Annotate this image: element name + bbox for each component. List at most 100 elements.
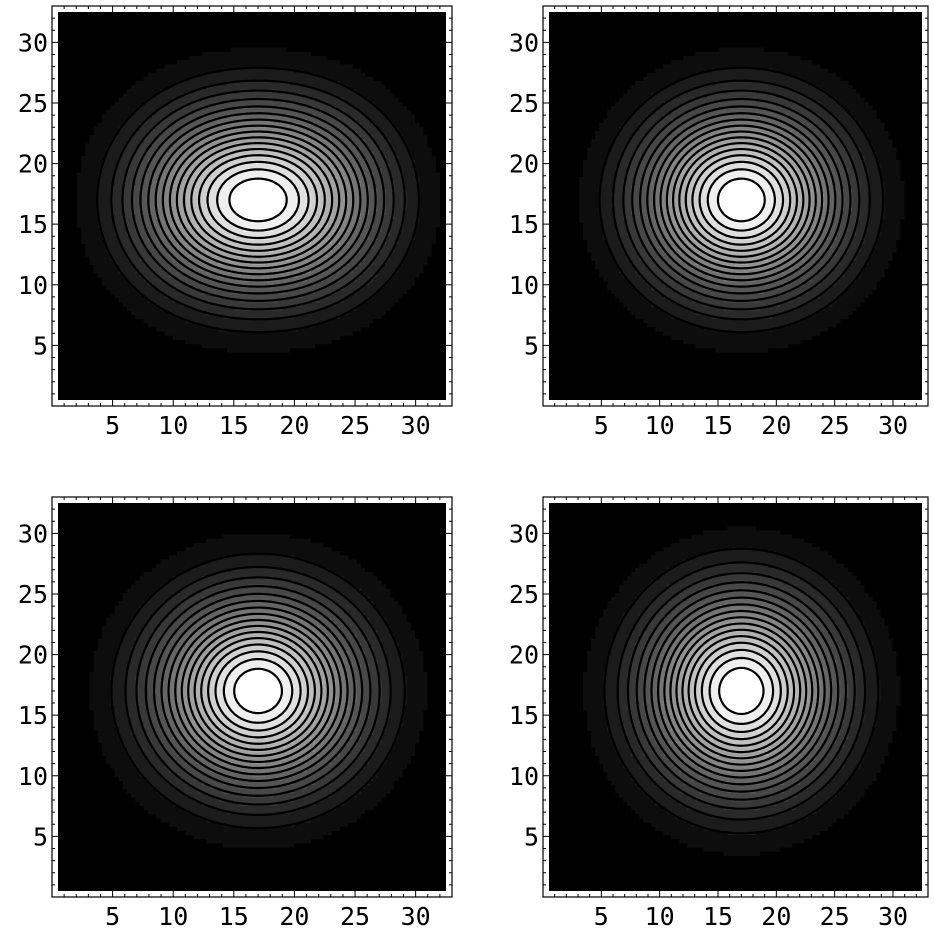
contour-line (168, 130, 348, 270)
contour-line (147, 112, 369, 288)
contour-line (631, 97, 852, 302)
contour-line (110, 79, 406, 321)
x-tick-label: 10 (158, 411, 188, 440)
contour-line (135, 576, 381, 806)
contour-line (175, 136, 341, 264)
y-tick-label: 10 (509, 762, 539, 791)
y-tick-label: 20 (18, 150, 48, 179)
x-tick-label: 25 (820, 411, 850, 440)
x-tick-label: 20 (761, 411, 791, 440)
contour-line (206, 160, 310, 240)
contour-line (675, 622, 808, 760)
contour-line (197, 154, 319, 246)
x-tick-label: 5 (105, 902, 120, 931)
contour-line (139, 105, 377, 295)
y-tick-label: 25 (509, 580, 539, 609)
contour-line (626, 572, 856, 810)
contour-line (216, 168, 301, 232)
y-tick-label: 20 (509, 641, 539, 670)
contour-line (222, 658, 294, 724)
y-tick-label: 15 (509, 701, 539, 730)
contour-line (650, 596, 833, 786)
contour-line (687, 635, 796, 747)
contour-line (646, 112, 837, 288)
contour-line (193, 630, 323, 752)
axis-ticks (52, 497, 452, 897)
y-tick-label: 30 (18, 519, 48, 548)
contour-line (190, 147, 326, 252)
y-tick-label: 5 (33, 822, 48, 851)
x-tick-label: 30 (878, 902, 908, 931)
y-tick-label: 25 (18, 89, 48, 118)
contour-line (598, 66, 885, 334)
contour-line (124, 565, 392, 816)
x-tick-label: 15 (703, 411, 733, 440)
plot-border (51, 496, 453, 898)
contour-line (200, 637, 316, 745)
contour-line (174, 612, 342, 770)
contour-field (52, 6, 452, 406)
plot-border (51, 5, 453, 407)
x-tick-label: 30 (401, 902, 431, 931)
contour-line (684, 147, 799, 252)
contour-line (611, 79, 871, 321)
contour-line (187, 624, 329, 758)
contour-line (698, 160, 785, 240)
x-tick-label: 15 (219, 411, 249, 440)
x-tick-label: 25 (340, 411, 370, 440)
contour-line (635, 581, 848, 801)
contour-line (603, 547, 880, 835)
y-tick-label: 5 (524, 822, 539, 851)
contour-line (96, 66, 420, 334)
contour-line (161, 124, 355, 276)
contour-field (52, 497, 452, 897)
contour-panel-bottom-right: 5 10 15 20 25 30 5 10 15 20 25 30 (509, 495, 930, 931)
contour-line (678, 142, 805, 258)
y-tick-label: 30 (509, 28, 539, 57)
contour-line (693, 641, 789, 741)
contour-line (708, 656, 775, 725)
y-tick-label: 20 (509, 150, 539, 179)
contour-line (130, 97, 386, 302)
contour-line (672, 136, 811, 264)
contour-line (657, 603, 826, 779)
contour-panel-top-right: 5 10 15 20 25 30 5 10 15 20 25 30 (509, 4, 930, 440)
x-tick-label: 10 (158, 902, 188, 931)
contour-field (543, 497, 928, 897)
contour-line (616, 561, 867, 821)
contour-line (160, 599, 356, 783)
contour-line (700, 648, 782, 734)
y-tick-label: 20 (18, 641, 48, 670)
y-tick-label: 30 (509, 519, 539, 548)
contour-line (643, 589, 840, 793)
contour-line (669, 616, 814, 766)
contour-line (144, 585, 372, 797)
x-tick-label: 5 (594, 902, 609, 931)
axis-ticks (543, 6, 928, 406)
contour-line (718, 666, 765, 716)
plot-border (542, 5, 929, 407)
x-tick-label: 30 (401, 411, 431, 440)
contour-line (659, 124, 824, 276)
y-tick-label: 15 (509, 210, 539, 239)
axis-ticks (543, 497, 928, 897)
contour-line (152, 592, 364, 790)
x-tick-label: 20 (279, 902, 309, 931)
y-tick-label: 10 (509, 271, 539, 300)
contour-line (639, 105, 844, 295)
y-tick-label: 5 (524, 331, 539, 360)
contour-line (228, 177, 288, 223)
x-tick-label: 10 (645, 902, 675, 931)
contour-line (121, 89, 395, 311)
contour-panel-top-left: 5 10 15 20 25 30 5 10 15 20 25 30 (18, 4, 454, 440)
y-tick-label: 5 (33, 331, 48, 360)
contour-line (706, 168, 776, 232)
contour-line (180, 618, 336, 764)
contour-line (653, 118, 830, 282)
y-tick-label: 30 (18, 28, 48, 57)
y-tick-label: 10 (18, 762, 48, 791)
y-tick-label: 15 (18, 701, 48, 730)
y-tick-label: 10 (18, 271, 48, 300)
axis-ticks (52, 6, 452, 406)
